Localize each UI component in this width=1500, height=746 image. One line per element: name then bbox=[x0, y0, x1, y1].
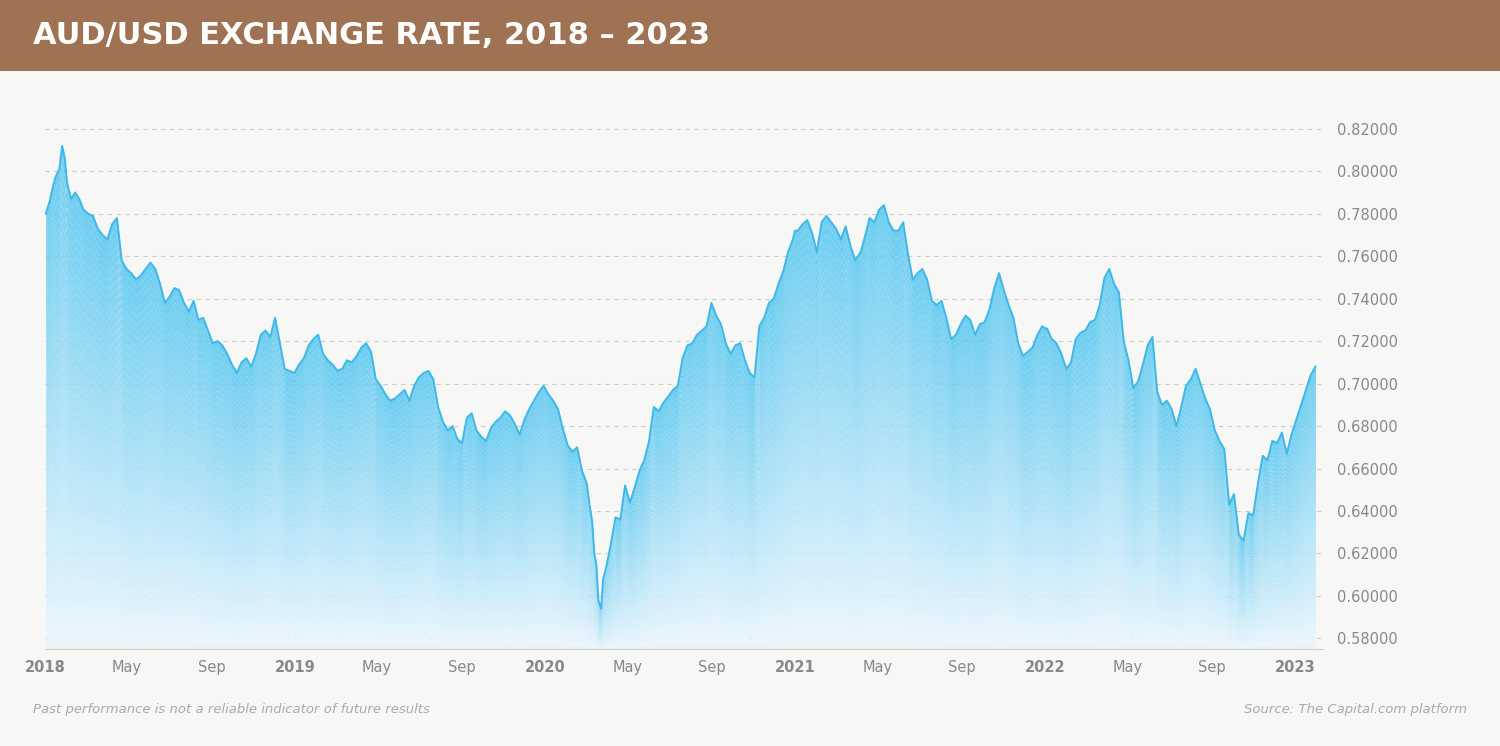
Text: Past performance is not a reliable indicator of future results: Past performance is not a reliable indic… bbox=[33, 703, 430, 716]
Text: Source: The Capital.com platform: Source: The Capital.com platform bbox=[1244, 703, 1467, 716]
Text: AUD/USD EXCHANGE RATE, 2018 – 2023: AUD/USD EXCHANGE RATE, 2018 – 2023 bbox=[33, 22, 709, 50]
